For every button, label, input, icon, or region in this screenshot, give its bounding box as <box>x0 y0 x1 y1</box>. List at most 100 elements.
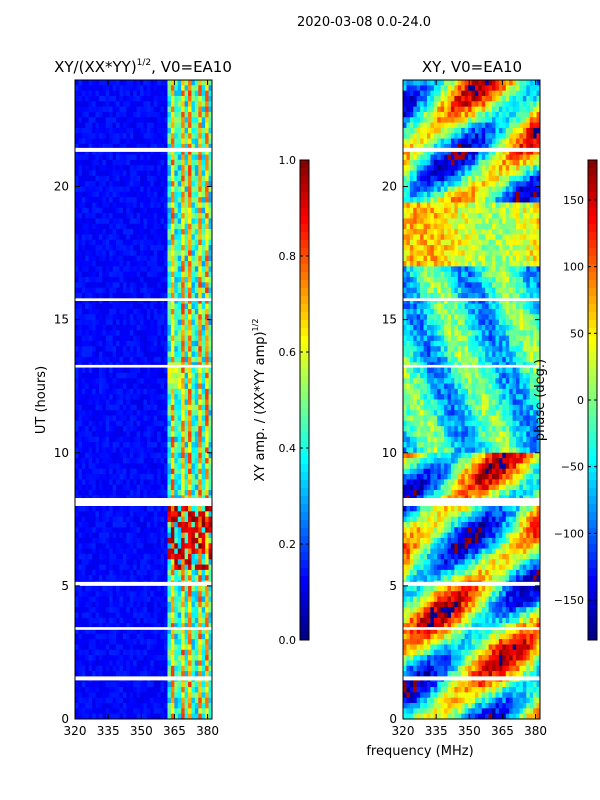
heatmap-cell <box>160 655 165 661</box>
heatmap-cell <box>157 340 162 347</box>
heatmap-cell <box>122 559 127 565</box>
heatmap-cell <box>81 255 86 262</box>
heatmap-cell <box>194 149 199 155</box>
heatmap-cell <box>191 346 196 352</box>
heatmap-cell <box>119 117 124 124</box>
heatmap-cell <box>188 207 192 214</box>
heatmap-cell <box>191 218 196 225</box>
heatmap-cell <box>157 463 162 470</box>
heatmap-cell <box>140 122 144 129</box>
heatmap-cell <box>181 394 185 400</box>
heatmap-cell <box>133 255 138 262</box>
heatmap-cell <box>129 623 134 629</box>
heatmap-cell <box>160 516 165 523</box>
heatmap-cell <box>198 442 203 448</box>
heatmap-cell <box>198 585 203 592</box>
heatmap-cell <box>133 490 138 496</box>
heatmap-cell <box>184 95 189 102</box>
heatmap-cell <box>174 191 179 198</box>
heatmap-cell <box>146 521 151 528</box>
heatmap-cell <box>88 117 93 124</box>
heatmap-cell <box>174 122 179 129</box>
heatmap-cell <box>413 80 418 86</box>
heatmap-cell <box>105 537 110 544</box>
heatmap-cell <box>112 378 117 384</box>
heatmap-cell <box>201 351 206 358</box>
heatmap-cell <box>468 80 472 86</box>
heatmap-cell <box>160 378 165 384</box>
heatmap-cell <box>205 314 209 321</box>
heatmap-cell <box>140 207 144 214</box>
heatmap-cell <box>126 213 131 219</box>
heatmap-cell <box>81 149 86 155</box>
heatmap-cell <box>102 181 107 187</box>
heatmap-cell <box>160 277 165 283</box>
heatmap-cell <box>174 415 179 422</box>
heatmap-cell <box>205 117 209 124</box>
heatmap-cell <box>133 591 138 597</box>
heatmap-cell <box>119 223 124 230</box>
heatmap-cell <box>194 154 199 161</box>
heatmap-cell <box>143 655 148 661</box>
heatmap-cell <box>146 351 151 358</box>
heatmap-cell <box>488 80 493 86</box>
heatmap-cell <box>164 101 168 108</box>
heatmap-cell <box>119 458 124 464</box>
heatmap-cell <box>136 319 141 326</box>
heatmap-cell <box>177 202 182 209</box>
heatmap-cell <box>177 516 182 523</box>
heatmap-cell <box>160 106 165 113</box>
heatmap-cell <box>81 383 86 390</box>
heatmap-cell <box>170 277 175 283</box>
heatmap-cell <box>160 394 165 400</box>
heatmap-cell <box>143 463 148 470</box>
heatmap-cell <box>119 298 124 305</box>
heatmap-cell <box>143 388 148 395</box>
heatmap-cell <box>181 415 185 422</box>
heatmap-cell <box>116 234 120 241</box>
heatmap-cell <box>119 532 124 539</box>
heatmap-cell <box>174 367 179 374</box>
heatmap-cell <box>102 703 107 709</box>
heatmap-cell <box>85 191 90 198</box>
heatmap-cell <box>191 149 196 155</box>
heatmap-cell <box>116 633 120 640</box>
heatmap-cell <box>109 649 114 656</box>
heatmap-cell <box>126 692 131 699</box>
heatmap-cell <box>194 335 199 342</box>
heatmap-cell <box>140 383 144 390</box>
heatmap-cell <box>133 133 138 139</box>
heatmap-cell <box>129 628 134 635</box>
heatmap-cell <box>184 458 189 464</box>
heatmap-cell <box>112 537 117 544</box>
heatmap-cell <box>201 191 206 198</box>
heatmap-cell <box>126 633 131 640</box>
heatmap-cell <box>126 681 131 688</box>
heatmap-cell <box>129 165 134 171</box>
heatmap-cell <box>140 703 144 709</box>
heatmap-cell <box>174 516 179 523</box>
heatmap-cell <box>208 218 213 225</box>
heatmap-cell <box>177 266 182 273</box>
heatmap-cell <box>75 463 79 470</box>
heatmap-cell <box>98 527 103 534</box>
heatmap-cell <box>126 559 131 565</box>
heatmap-cell <box>75 388 79 395</box>
heatmap-cell <box>75 564 79 571</box>
heatmap-cell <box>208 628 213 635</box>
heatmap-cell <box>191 186 196 193</box>
heatmap-cell <box>184 170 189 177</box>
heatmap-cell <box>133 404 138 411</box>
heatmap-cell <box>136 490 141 496</box>
heatmap-cell <box>102 484 107 491</box>
heatmap-cell <box>95 138 100 145</box>
heatmap-cell <box>167 463 172 470</box>
heatmap-cell <box>140 80 144 86</box>
heatmap-cell <box>112 612 117 619</box>
heatmap-cell <box>198 319 203 326</box>
heatmap-cell <box>201 138 206 145</box>
heatmap-cell <box>109 378 114 384</box>
heatmap-cell <box>167 532 172 539</box>
heatmap-cell <box>194 644 199 651</box>
heatmap-cell <box>119 85 124 92</box>
